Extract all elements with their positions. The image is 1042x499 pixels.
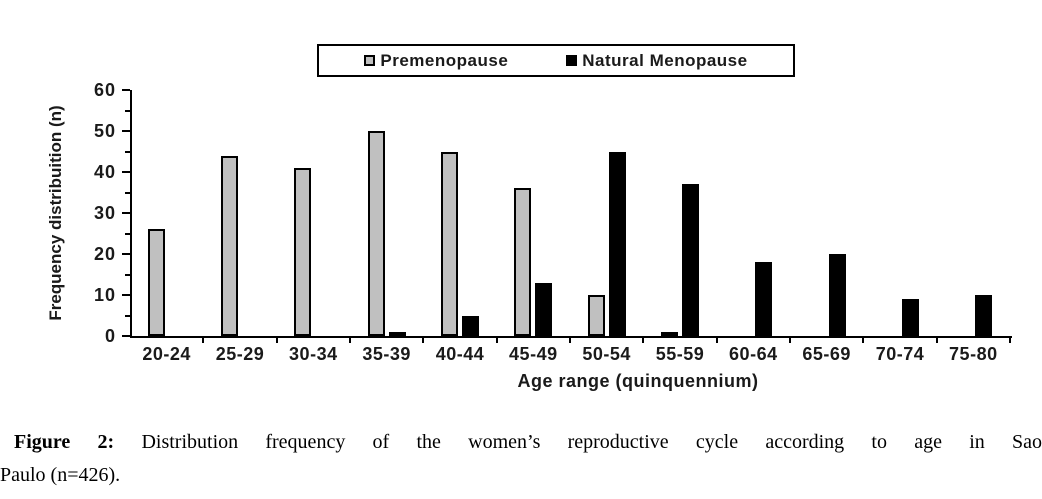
y-tick-mark [122,294,130,296]
bar-premenopause-40-44 [441,151,458,336]
y-minor-tick-mark [125,273,130,276]
x-tick-mark [935,336,938,343]
legend-item-premenopause: Premenopause [364,51,508,71]
bar-natural-menopause-60-64 [755,262,773,336]
x-tick-label: 50-54 [582,344,631,364]
bar-natural-menopause-75-80 [975,295,993,336]
bar-premenopause-20-24 [147,229,165,336]
y-tick-mark [122,171,130,173]
x-tick-mark [642,336,645,343]
bar-natural-menopause-55-59 [682,184,699,336]
y-axis-title: Frequency distribuition (n) [46,105,65,321]
x-tick-mark [569,336,571,343]
x-tick-label: 30-34 [289,344,338,364]
plot-area [130,90,1012,338]
caption-line-2: Paulo (n=426). [0,464,121,486]
bar-natural-menopause-45-49 [535,282,553,336]
x-tick-mark [495,336,498,343]
x-tick-label: 35-39 [362,344,411,364]
figure-caption: Figure 2: Distribution frequency of the … [0,426,1042,492]
y-tick-label: 10 [93,285,116,305]
legend-item-natural-menopause: Natural Menopause [566,51,747,71]
x-tick-label: 20-24 [142,344,191,364]
y-tick-mark [122,130,130,132]
caption-line-1: Figure 2: Distribution frequency of the … [0,426,1042,459]
legend-label-premenopause: Premenopause [380,50,509,70]
bar-natural-menopause-35-39 [388,331,406,336]
y-tick-mark [122,212,130,214]
x-tick-mark [422,336,425,343]
x-tick-mark [789,336,791,343]
x-tick-label: 25-29 [215,344,265,364]
y-tick-label: 30 [93,203,116,223]
bar-premenopause-50-54 [587,295,605,336]
x-tick-label: 45-49 [509,344,558,364]
y-tick-mark [122,335,130,337]
premenopause-swatch-icon [364,55,376,66]
y-minor-tick-mark [125,232,130,235]
y-minor-tick-mark [125,150,130,153]
x-tick-mark [202,336,205,343]
x-tick-mark [275,336,278,343]
bar-premenopause-30-34 [294,167,312,336]
x-tick-label: 60-64 [729,344,778,364]
caption-figure-label: Figure 2: [14,431,115,453]
legend-label-natural-menopause: Natural Menopause [582,50,748,70]
x-tick-label: 65-69 [802,344,851,364]
y-tick-label: 40 [93,162,116,182]
natural-menopause-swatch-icon [566,55,578,66]
y-tick-mark [122,253,130,255]
bar-premenopause-55-59 [661,331,678,336]
x-tick-label: 55-59 [655,344,705,364]
x-tick-label: 75-80 [949,344,998,364]
y-minor-tick-mark [125,314,130,317]
x-tick-label: 70-74 [875,344,925,364]
bar-premenopause-25-29 [221,155,238,336]
bar-natural-menopause-70-74 [902,299,919,336]
y-minor-tick-mark [125,109,130,112]
bar-natural-menopause-50-54 [608,151,626,336]
bar-premenopause-35-39 [367,131,385,336]
y-tick-mark [122,89,130,91]
bar-premenopause-45-49 [514,188,532,336]
x-axis-title: Age range (quinquennium) [517,371,759,391]
x-tick-mark [862,336,865,343]
x-tick-label: 40-44 [435,344,485,364]
y-tick-label: 60 [93,80,116,100]
y-minor-tick-mark [125,191,130,194]
x-tick-mark [715,336,718,343]
chart-legend: Premenopause Natural Menopause [317,44,795,77]
bar-natural-menopause-40-44 [462,315,479,336]
y-tick-label: 50 [93,121,116,141]
bar-natural-menopause-65-69 [828,254,846,336]
caption-text: Distribution frequency of the women’s re… [141,431,1042,453]
x-tick-mark [1009,336,1011,343]
y-tick-label: 20 [93,244,116,264]
y-tick-label: 0 [104,326,116,346]
x-tick-mark [349,336,351,343]
